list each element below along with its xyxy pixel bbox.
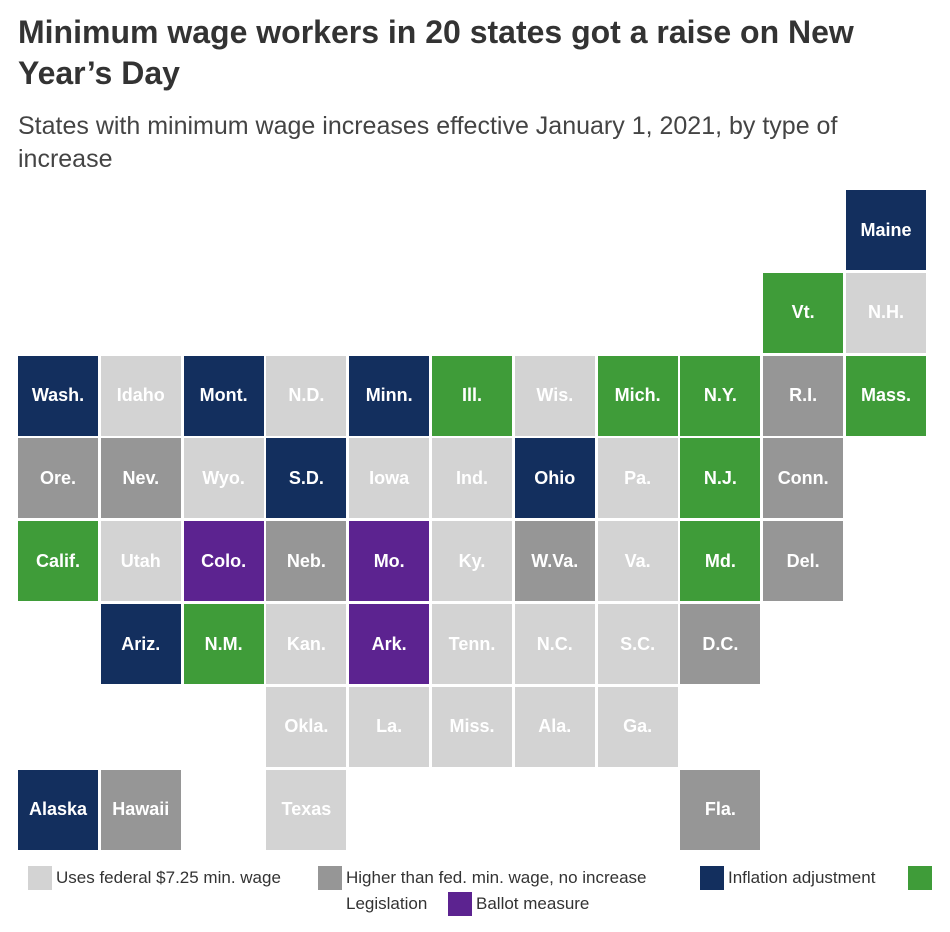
state-tile-mont: Mont.: [183, 355, 264, 436]
state-tile-conn: Conn.: [763, 438, 844, 519]
state-tile-pa: Pa.: [597, 438, 678, 519]
state-tile-calif: Calif.: [18, 521, 98, 602]
legend-swatch-ballot: [448, 892, 472, 916]
legend-swatch-federal: [28, 866, 52, 890]
state-tile-sd: S.D.: [266, 438, 347, 519]
map-subtitle: States with minimum wage increases effec…: [18, 112, 838, 173]
state-tile-dc: D.C.: [680, 604, 761, 684]
state-tile-wash: Wash.: [18, 355, 98, 436]
state-tile-iowa: Iowa: [349, 438, 430, 519]
state-tile-ny: N.Y.: [680, 355, 761, 436]
state-tile-ala: Ala.: [514, 686, 595, 767]
state-tile-alaska: Alaska: [18, 769, 98, 850]
state-tile-ore: Ore.: [18, 438, 98, 519]
state-tile-mass: Mass.: [846, 355, 926, 436]
state-tile-va: Va.: [597, 521, 678, 602]
state-tile-kan: Kan.: [266, 604, 347, 684]
legend-label-federal: Uses federal $7.25 min. wage: [56, 868, 281, 887]
map-title: Minimum wage workers in 20 states got a …: [18, 14, 854, 91]
state-tile-nj: N.J.: [680, 438, 761, 519]
state-tile-utah: Utah: [100, 521, 181, 602]
legend-swatch-inflation: [700, 866, 724, 890]
legend-label-ballot: Ballot measure: [476, 894, 590, 913]
legend-swatch-legislation: [908, 866, 932, 890]
state-tile-wis: Wis.: [514, 355, 595, 436]
state-tile-hawaii: Hawaii: [100, 769, 181, 850]
state-tile-ky: Ky.: [432, 521, 512, 602]
state-tile-ark: Ark.: [349, 604, 430, 684]
state-tile-okla: Okla.: [266, 686, 347, 767]
state-tile-del: Del.: [763, 521, 844, 602]
state-tile-nm: N.M.: [183, 604, 264, 684]
state-tile-colo: Colo.: [183, 521, 264, 602]
state-tile-ri: R.I.: [763, 355, 844, 436]
state-tile-la: La.: [349, 686, 430, 767]
state-tile-vt: Vt.: [763, 272, 844, 353]
state-tile-neb: Neb.: [266, 521, 347, 602]
state-tile-nc: N.C.: [514, 604, 595, 684]
state-tile-ohio: Ohio: [514, 438, 595, 519]
state-tile-maine: Maine: [846, 190, 926, 270]
state-tile-texas: Texas: [266, 769, 347, 850]
state-tile-minn: Minn.: [349, 355, 430, 436]
state-tile-fla: Fla.: [680, 769, 761, 850]
state-tile-ga: Ga.: [597, 686, 678, 767]
state-tile-ind: Ind.: [432, 438, 512, 519]
state-tile-wva: W.Va.: [514, 521, 595, 602]
state-tile-mich: Mich.: [597, 355, 678, 436]
state-tile-ariz: Ariz.: [100, 604, 181, 684]
state-tile-ill: Ill.: [432, 355, 512, 436]
state-tile-nh: N.H.: [846, 272, 926, 353]
state-tile-nd: N.D.: [266, 355, 347, 436]
state-tile-mo: Mo.: [349, 521, 430, 602]
legend-label-higher: Higher than fed. min. wage, no increase: [346, 868, 647, 887]
legend-label-legislation: Legislation: [346, 894, 428, 913]
legend-swatch-higher: [318, 866, 342, 890]
state-tile-idaho: Idaho: [100, 355, 181, 436]
state-tile-md: Md.: [680, 521, 761, 602]
state-tile-wyo: Wyo.: [183, 438, 264, 519]
state-tile-nev: Nev.: [100, 438, 181, 519]
state-tile-tenn: Tenn.: [432, 604, 512, 684]
legend-label-inflation: Inflation adjustment: [728, 868, 876, 887]
state-tile-sc: S.C.: [597, 604, 678, 684]
state-tile-miss: Miss.: [432, 686, 512, 767]
